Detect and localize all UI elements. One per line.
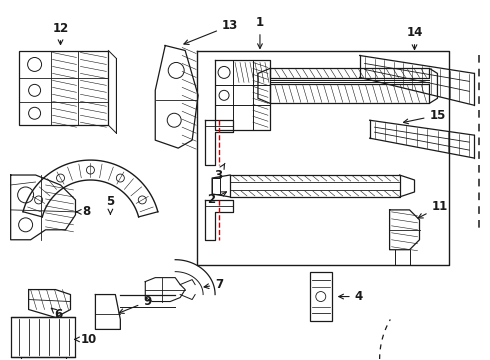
Text: 10: 10 — [74, 333, 97, 346]
Text: 11: 11 — [418, 201, 448, 218]
Text: 14: 14 — [406, 26, 423, 49]
Bar — [19, 50, 108, 125]
Bar — [310, 272, 332, 321]
Bar — [212, 178, 220, 194]
Text: 3: 3 — [214, 163, 225, 181]
Text: 12: 12 — [52, 22, 69, 45]
Text: 9: 9 — [119, 295, 151, 314]
Text: 1: 1 — [256, 16, 264, 49]
Text: 2: 2 — [207, 192, 226, 206]
Text: 15: 15 — [403, 109, 446, 124]
Text: 4: 4 — [339, 290, 363, 303]
Text: 8: 8 — [76, 205, 91, 219]
Text: 7: 7 — [204, 278, 223, 291]
Bar — [11, 318, 75, 357]
Text: 6: 6 — [51, 308, 63, 321]
Text: 13: 13 — [184, 19, 238, 45]
Text: 5: 5 — [106, 195, 115, 214]
